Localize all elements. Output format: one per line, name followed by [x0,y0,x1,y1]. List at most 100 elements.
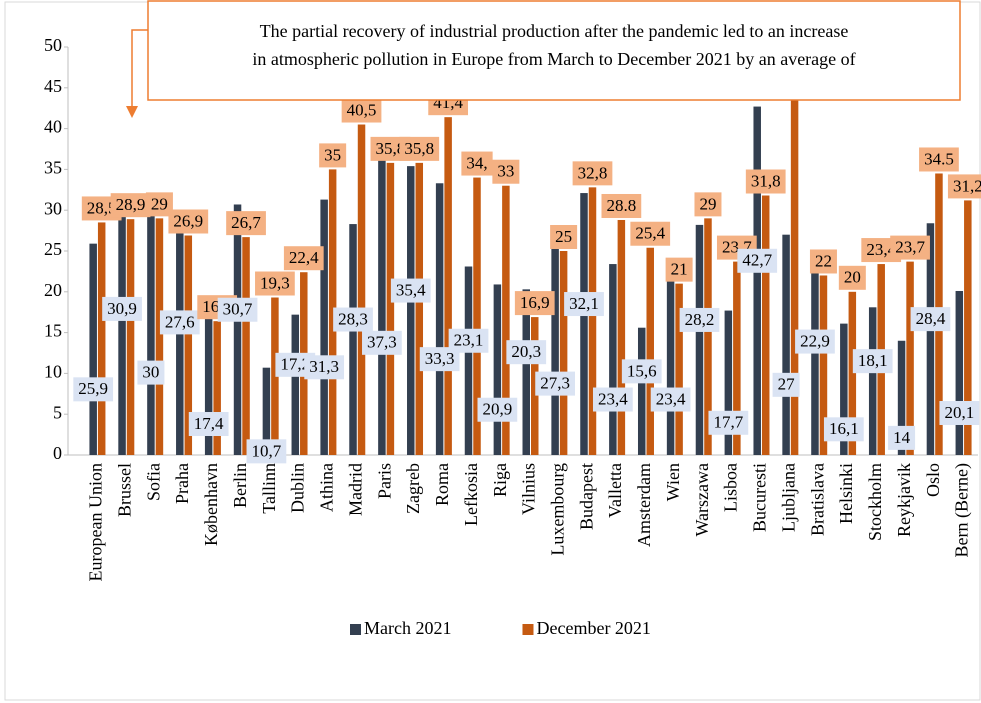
bar [386,162,395,455]
data-label-box [341,98,382,123]
data-label-text: 32,8 [578,163,608,182]
data-label-text: 34, [466,153,487,172]
data-label-text: 28,3 [338,309,368,328]
bar [357,124,366,456]
data-label: 33,3 [419,347,460,372]
data-label-box [477,397,518,422]
x-tick-label: Madrid [345,463,365,516]
bar [964,200,972,455]
data-label-box [621,359,662,384]
y-tick-label: 30 [44,198,62,218]
data-label-text: 35 [324,145,341,164]
legend-label: December 2021 [536,618,650,638]
data-label-box [679,307,720,332]
data-label: 35,8 [399,136,440,161]
data-label-box [823,417,864,442]
bar [819,275,828,455]
data-label-box [506,340,547,365]
data-label-box [514,291,555,316]
bar [378,150,386,455]
x-tick-label: Amsterdam [634,463,654,547]
data-label-text: 35,8 [376,139,406,158]
data-label: 16,9 [514,291,555,316]
data-label-text: 33 [497,162,514,181]
data-label-box [168,209,209,234]
data-label-text: 19,3 [260,273,290,292]
data-label-box [73,377,114,402]
bar [559,251,568,455]
bar [617,219,626,455]
data-label: 25,4 [630,221,671,246]
x-tick-label: Roma [432,463,452,506]
data-label: 35,4 [390,278,431,303]
x-tick-label: Brussel [114,463,134,517]
data-label: 17,4 [188,412,229,437]
bar [753,106,761,456]
data-label-text: 25,9 [78,379,108,398]
data-label-text: 23,4 [866,240,896,259]
data-label: 22,9 [795,329,835,354]
x-tick-label: Athina [317,463,337,512]
data-label: 27,3 [535,371,575,396]
bar [242,237,250,455]
bar [531,317,539,455]
data-label-text: 33,3 [425,349,455,368]
data-label-text: 22,9 [800,331,830,350]
bar [580,193,588,455]
bar [435,183,444,455]
bar [848,291,857,455]
data-label-text: 28,4 [916,309,946,328]
data-label-box [772,372,800,397]
data-label-box [650,387,691,412]
data-label: 34, [461,151,493,176]
x-tick-label: Riga [490,463,510,497]
x-tick-label: Sofia [143,463,163,501]
data-label: 28,3 [333,307,373,332]
bar [271,297,279,455]
data-label: 23,7 [716,235,757,260]
y-tick-label: 50 [44,35,62,55]
x-tick-label: Dublin [288,463,308,513]
bar [415,162,424,455]
data-label-box [110,193,151,218]
data-label: 30 [137,360,165,385]
data-label: 23,7 [890,235,930,260]
y-tick-label: 20 [44,280,62,300]
x-tick-label: Budapest [576,463,596,530]
data-label-text: 31,3 [309,357,339,376]
bar [493,284,502,455]
x-tick-label: København [201,463,221,546]
x-tick-label: Lisboa [721,463,741,512]
data-label-text: 26,9 [173,211,203,230]
y-tick-label: 10 [44,362,62,382]
x-tick-label: Oslo [923,463,943,497]
x-tick-label: Wien [663,463,683,501]
x-tick-label: Vilnius [519,463,539,515]
bar [147,210,155,455]
data-label-box [601,193,642,218]
data-label-text: 25 [555,227,572,246]
data-label-box [890,235,930,260]
data-label-text: 17,2 [280,355,310,374]
data-label-text: 22,4 [289,248,319,267]
data-label: 28,2 [679,307,720,332]
data-label: 37,3 [362,330,402,355]
x-tick-label: Zagreb [403,463,423,514]
x-tick-label: Warszawa [692,463,712,537]
data-label: 30,9 [102,296,142,321]
data-label: 21 [665,257,693,282]
bar [790,86,799,455]
bar [761,195,770,455]
data-label-text: 10,7 [252,441,282,460]
bar [204,313,213,455]
data-label-box [888,425,916,450]
data-label-box [564,292,604,317]
data-label-text: 28,5 [87,198,117,217]
data-label-text: 42,7 [742,251,772,270]
data-label-text: 35,4 [396,280,426,299]
data-label-box [137,360,165,385]
bar [320,199,328,455]
y-tick-label: 45 [44,76,62,96]
data-label-text: 23,7 [895,238,925,257]
